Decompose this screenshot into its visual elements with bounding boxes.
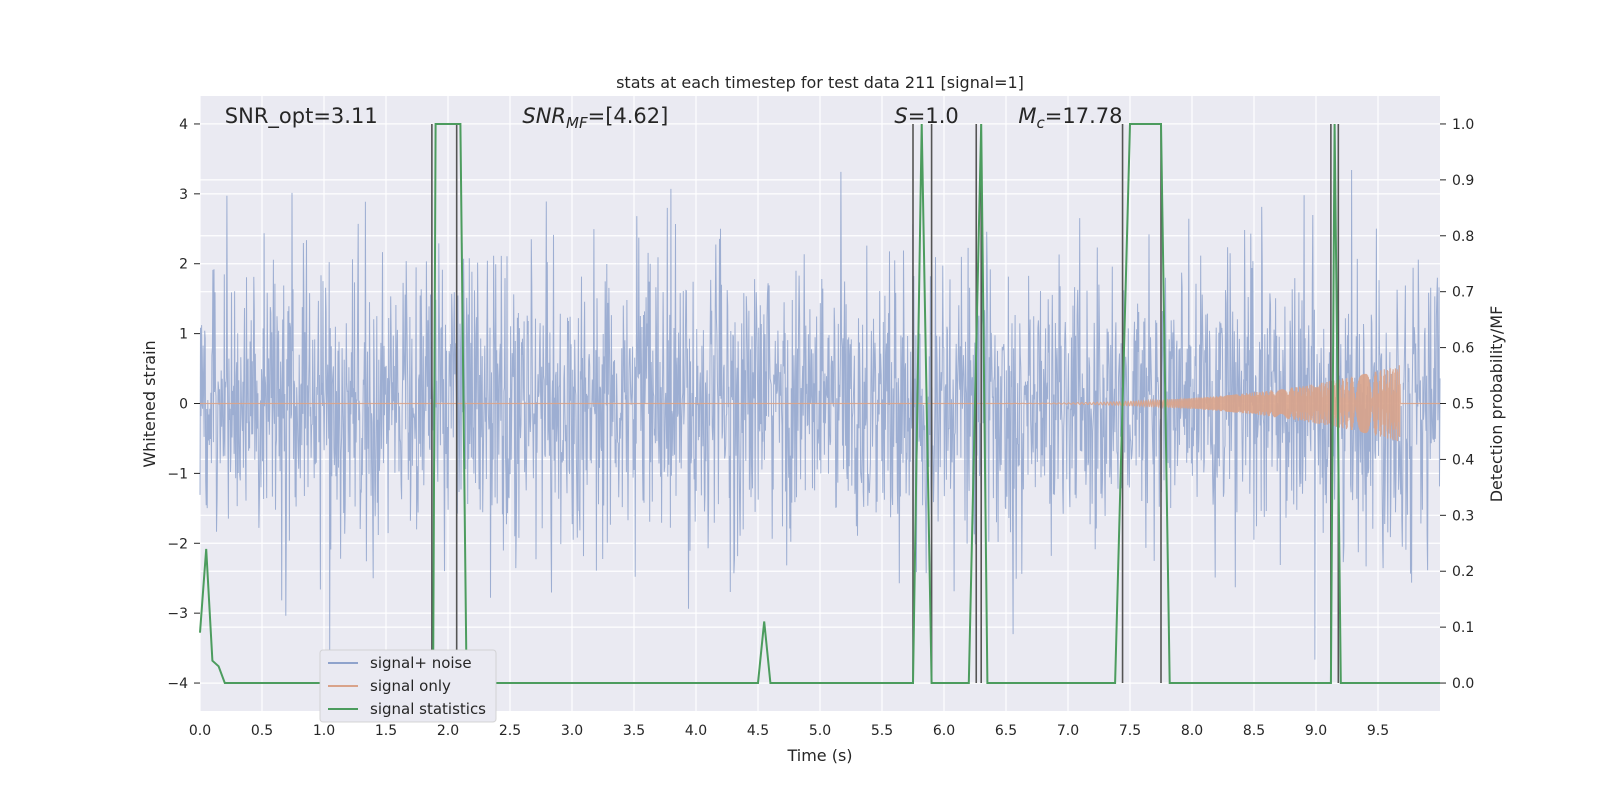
- y-left-tick-label: 2: [179, 257, 188, 273]
- y-axis-left-label: Whitened strain: [140, 340, 159, 467]
- x-tick-label: 1.0: [313, 723, 335, 739]
- y-left-tick-label: −2: [167, 536, 188, 552]
- x-tick-label: 4.5: [747, 723, 769, 739]
- annotation: SNRMF=[4.62]: [522, 104, 668, 132]
- legend-label-signal-noise: signal+ noise: [370, 654, 472, 672]
- x-tick-label: 7.0: [1057, 723, 1079, 739]
- y-right-tick-label: 0.9: [1452, 173, 1474, 189]
- y-right-tick-label: 0.2: [1452, 564, 1474, 580]
- legend: signal+ noise signal only signal statist…: [319, 649, 497, 723]
- legend-label-signal-only: signal only: [370, 677, 451, 695]
- x-tick-label: 5.5: [871, 723, 893, 739]
- y-right-tick-label: 0.1: [1452, 620, 1474, 636]
- x-tick-label: 6.0: [933, 723, 955, 739]
- x-tick-label: 0.5: [251, 723, 273, 739]
- line-signal-statistics: [199, 123, 1440, 684]
- x-tick-label: 2.0: [437, 723, 459, 739]
- x-tick-label: 8.0: [1181, 723, 1203, 739]
- annotations: SNR_opt=3.11 SNRMF=[4.62] S=1.0 Mc=17.78: [225, 104, 1123, 132]
- legend-box: [319, 649, 497, 723]
- x-tick-label: 9.5: [1367, 723, 1389, 739]
- x-tick-label: 6.5: [995, 723, 1017, 739]
- y-left-tick-label: 1: [179, 327, 188, 343]
- x-tick-label: 4.0: [685, 723, 707, 739]
- y-right-tick-label: 0.5: [1452, 397, 1474, 413]
- x-tick-label: 2.5: [499, 723, 521, 739]
- y-right-tick-label: 0.7: [1452, 285, 1474, 301]
- x-tick-label: 7.5: [1119, 723, 1141, 739]
- series-signal-statistics: [199, 123, 1440, 684]
- y-right-tick-label: 0.3: [1452, 508, 1474, 524]
- tick-labels: 0.0 0.5 1.0 1.5 2.0 2.5 3.0 3.5 4.0 4.5 5.0 5.5 6.0 6…: [167, 117, 1474, 739]
- y-axis-right-label: Detection probability/MF: [1487, 306, 1506, 503]
- x-axis-label: Time (s): [786, 746, 852, 765]
- annotation: SNR_opt=3.11: [225, 104, 378, 129]
- x-tick-label: 9.0: [1305, 723, 1327, 739]
- x-tick-label: 3.0: [561, 723, 583, 739]
- legend-label-signal-statistics: signal statistics: [370, 700, 486, 718]
- chart-title: stats at each timestep for test data 211…: [616, 73, 1024, 92]
- series-signal-only: [200, 365, 1440, 442]
- y-left-tick-label: 3: [179, 187, 188, 203]
- x-tick-label: 3.5: [623, 723, 645, 739]
- y-left-tick-label: −1: [167, 466, 188, 482]
- y-left-tick-label: −4: [167, 676, 188, 692]
- annotation: Mc=17.78: [1018, 104, 1122, 132]
- y-left-tick-label: 0: [179, 397, 188, 413]
- annotation: S=1.0: [894, 104, 958, 128]
- y-left-tick-label: −3: [167, 606, 188, 622]
- x-tick-label: 0.0: [189, 723, 211, 739]
- line-signal-only: [200, 365, 1440, 442]
- y-right-tick-label: 0.6: [1452, 341, 1474, 357]
- y-right-tick-label: 0.4: [1452, 452, 1474, 468]
- x-tick-label: 5.0: [809, 723, 831, 739]
- y-right-tick-label: 0.8: [1452, 229, 1474, 245]
- y-right-tick-label: 0.0: [1452, 676, 1474, 692]
- x-tick-label: 8.5: [1243, 723, 1265, 739]
- y-left-tick-label: 4: [179, 117, 188, 133]
- x-tick-label: 1.5: [375, 723, 397, 739]
- y-right-tick-label: 1.0: [1452, 117, 1474, 133]
